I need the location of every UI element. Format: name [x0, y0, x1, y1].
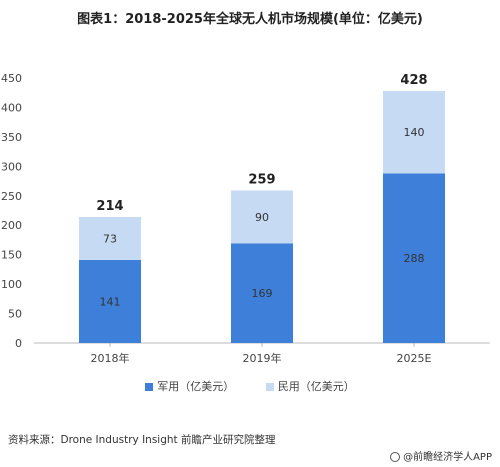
y-tick-label: 150 [1, 249, 22, 262]
data-label-civil: 73 [103, 232, 117, 245]
y-tick-label: 200 [1, 219, 22, 232]
y-tick-label: 350 [1, 131, 22, 144]
legend-label-civil: 民用（亿美元） [277, 380, 355, 393]
bar-segment-military [231, 243, 293, 343]
y-tick-label: 100 [1, 278, 22, 291]
data-label-military: 169 [252, 287, 273, 300]
legend-swatch-civil [265, 383, 274, 391]
bar-segment-military [79, 259, 141, 343]
total-label: 214 [96, 199, 123, 214]
x-tick-label: 2019年 [243, 351, 282, 365]
data-label-civil: 90 [255, 211, 269, 224]
y-tick-label: 50 [8, 308, 22, 321]
credit: @前瞻经济学人APP [390, 448, 492, 463]
data-label-military: 288 [404, 252, 425, 265]
x-tick-label: 2025E [397, 352, 432, 365]
y-tick-label: 250 [1, 190, 22, 203]
x-tick-label: 2018年 [91, 351, 130, 365]
y-tick-label: 0 [15, 337, 22, 350]
y-tick-label: 450 [1, 72, 22, 85]
legend-swatch-military [145, 383, 154, 391]
y-tick-label: 300 [1, 160, 22, 173]
bar-segment-civil [231, 190, 293, 244]
data-label-civil: 140 [404, 126, 425, 139]
logo-icon [390, 452, 401, 462]
credit-text: @前瞻经济学人APP [403, 452, 492, 463]
y-tick-label: 400 [1, 101, 22, 114]
legend-item-military: 军用（亿美元） [145, 378, 234, 394]
bar-segment-civil [79, 216, 141, 260]
stacked-bar-chart: 0 50 100 150 200 250 300 350 400 450 141 73 214 2018年… [1, 72, 490, 365]
total-label: 259 [248, 172, 275, 187]
bar-segment-civil [383, 90, 445, 174]
chart-title: 图表1：2018-2025年全球无人机市场规模(单位：亿美元) [77, 12, 423, 27]
legend: 军用（亿美元） 民用（亿美元） [0, 378, 500, 394]
bar-segment-military [383, 173, 445, 343]
legend-item-civil: 民用（亿美元） [265, 378, 355, 394]
source-note: 资料来源：Drone Industry Insight 前瞻产业研究院整理 [8, 434, 276, 446]
total-label: 428 [400, 73, 427, 88]
legend-label-military: 军用（亿美元） [157, 380, 235, 393]
data-label-military: 141 [100, 295, 121, 308]
